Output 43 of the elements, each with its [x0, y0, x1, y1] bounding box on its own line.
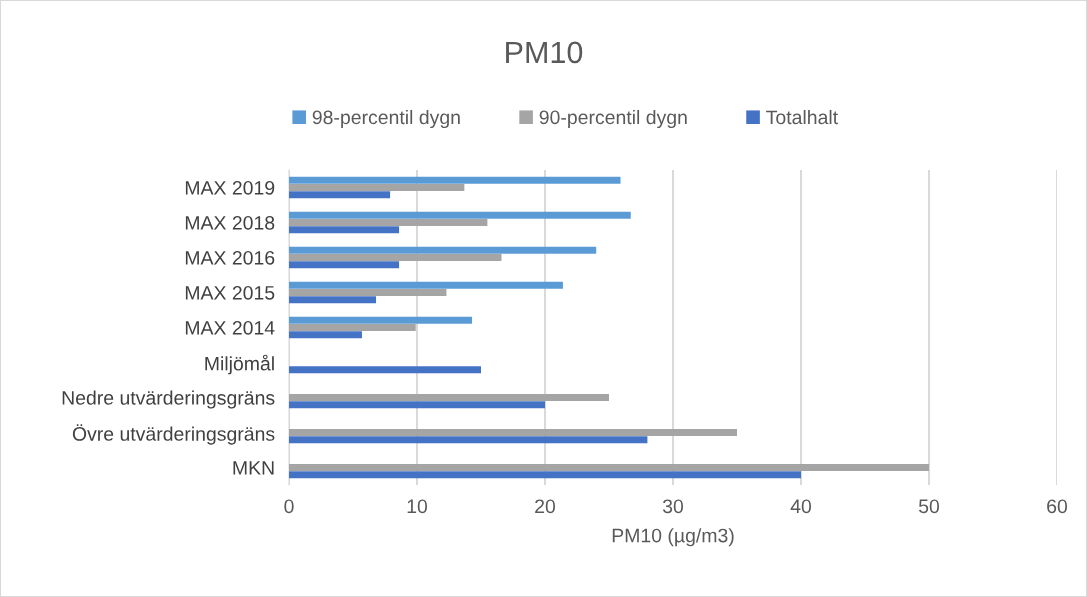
bar	[289, 288, 447, 297]
bar	[289, 191, 391, 199]
chart-title: PM10	[506, 41, 583, 64]
bar	[289, 323, 416, 332]
y-tick-label: MAX 2016	[185, 250, 275, 265]
bar	[289, 246, 597, 254]
x-tick-label: 20	[535, 499, 556, 514]
y-tick-label: MKN	[233, 461, 274, 475]
bar	[289, 253, 502, 262]
y-tick-label: MAX 2015	[185, 285, 275, 300]
legend-label: Totalhalt	[766, 109, 838, 125]
legend-label: 90-percentil dygn	[539, 109, 687, 129]
y-tick-label: MAX 2014	[185, 320, 275, 335]
bar	[289, 428, 737, 437]
x-tick-label: 50	[918, 499, 940, 514]
bar	[289, 401, 545, 409]
bar	[289, 316, 473, 324]
x-tick-label: 60	[1047, 499, 1068, 514]
x-tick-label: 10	[407, 499, 428, 514]
y-tick-label: Övre utvärderingsgräns	[72, 424, 275, 445]
bar	[289, 218, 488, 227]
bar	[289, 331, 362, 339]
y-tick-label: Nedre utvärderingsgräns	[62, 390, 275, 409]
bar	[289, 471, 801, 479]
bar	[289, 281, 563, 289]
bar	[289, 211, 631, 219]
bar	[289, 463, 929, 472]
bar	[289, 176, 621, 184]
legend-label: 98-percentil dygn	[312, 109, 460, 129]
x-axis-title: PM10 (µg/m3)	[612, 528, 734, 547]
y-tick-label: MAX 2018	[185, 215, 275, 230]
bar	[289, 436, 648, 444]
bar	[289, 183, 465, 192]
y-tick-label: Miljömål	[205, 354, 274, 375]
x-tick-label: 40	[790, 499, 812, 514]
bar	[289, 226, 400, 234]
bar	[289, 261, 400, 269]
x-tick-label: 0	[284, 499, 294, 514]
x-tick-label: 30	[662, 499, 684, 514]
bar	[289, 366, 481, 374]
y-tick-label: MAX 2019	[185, 180, 275, 195]
bar	[289, 393, 609, 402]
bar	[289, 296, 377, 304]
